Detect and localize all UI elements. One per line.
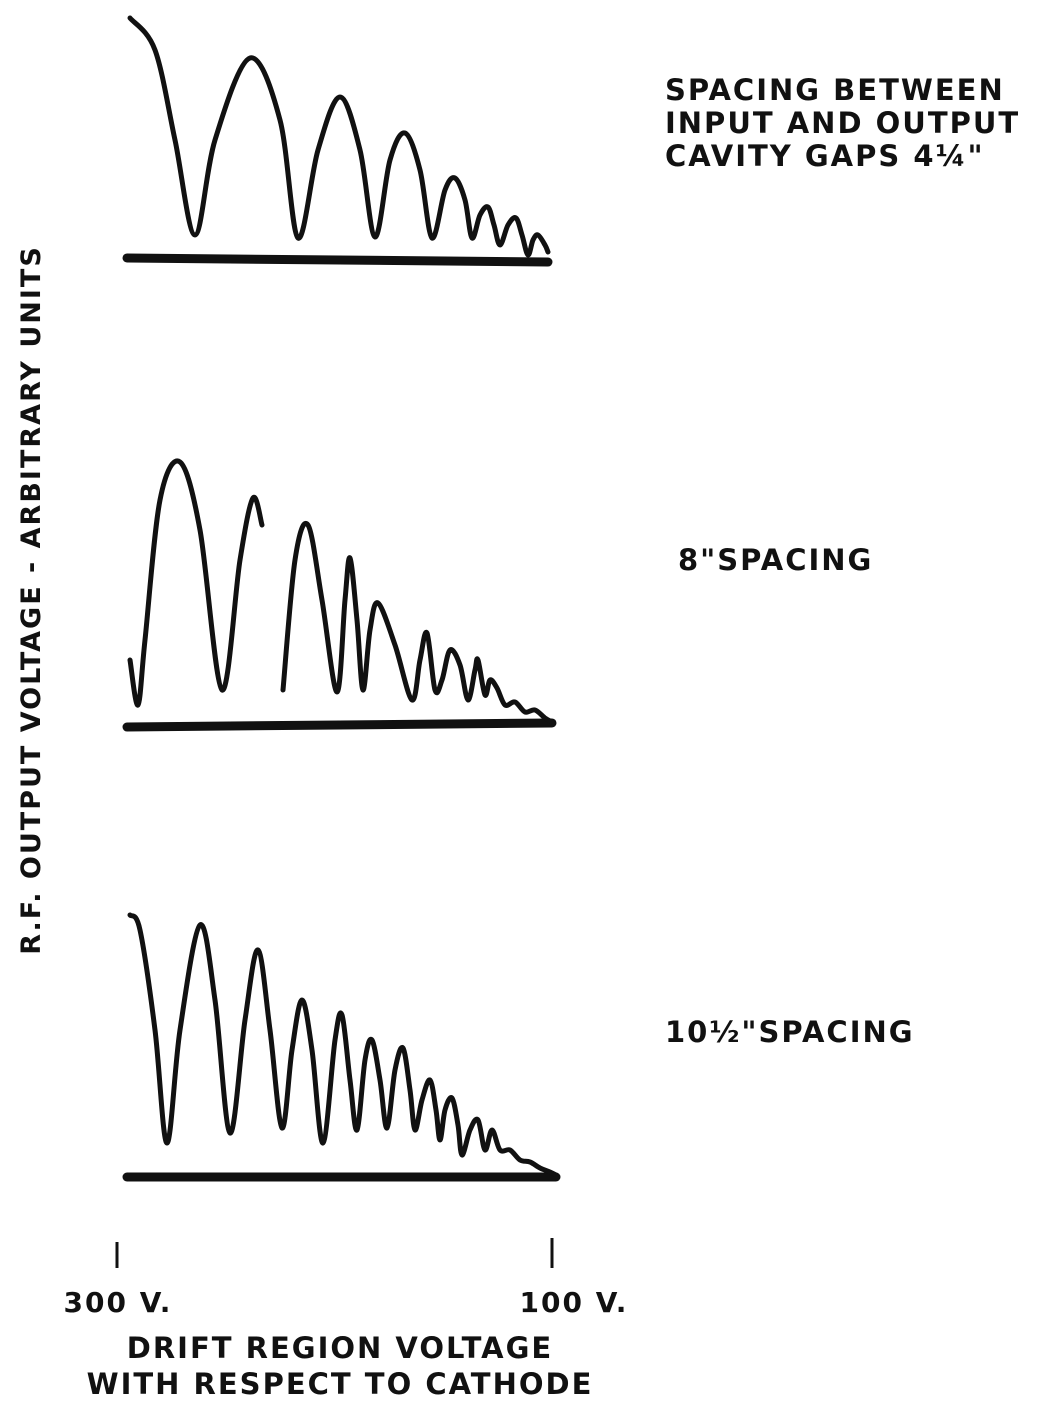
trace: [130, 915, 556, 1175]
baseline: [127, 258, 548, 262]
trace: [283, 523, 552, 722]
x-axis-title: WITH RESPECT TO CATHODE: [87, 1367, 594, 1401]
trace: [130, 18, 548, 255]
x-tick-label: 300 V.: [64, 1286, 173, 1319]
panel-label: 8"SPACING: [678, 543, 873, 577]
panel-label: INPUT AND OUTPUT: [665, 106, 1020, 140]
trace: [130, 461, 262, 705]
panel-label: 10½"SPACING: [665, 1015, 915, 1049]
traces: [130, 18, 556, 1175]
panel-label: CAVITY GAPS 4¼": [665, 139, 985, 173]
x-axis-title: DRIFT REGION VOLTAGE: [127, 1331, 554, 1365]
y-axis-label: R.F. OUTPUT VOLTAGE - ARBITRARY UNITS: [16, 245, 47, 955]
panel-label: SPACING BETWEEN: [665, 73, 1005, 107]
x-tick-label: 100 V.: [520, 1286, 629, 1319]
baseline: [127, 723, 552, 727]
figure: R.F. OUTPUT VOLTAGE - ARBITRARY UNITS SP…: [0, 0, 1037, 1401]
